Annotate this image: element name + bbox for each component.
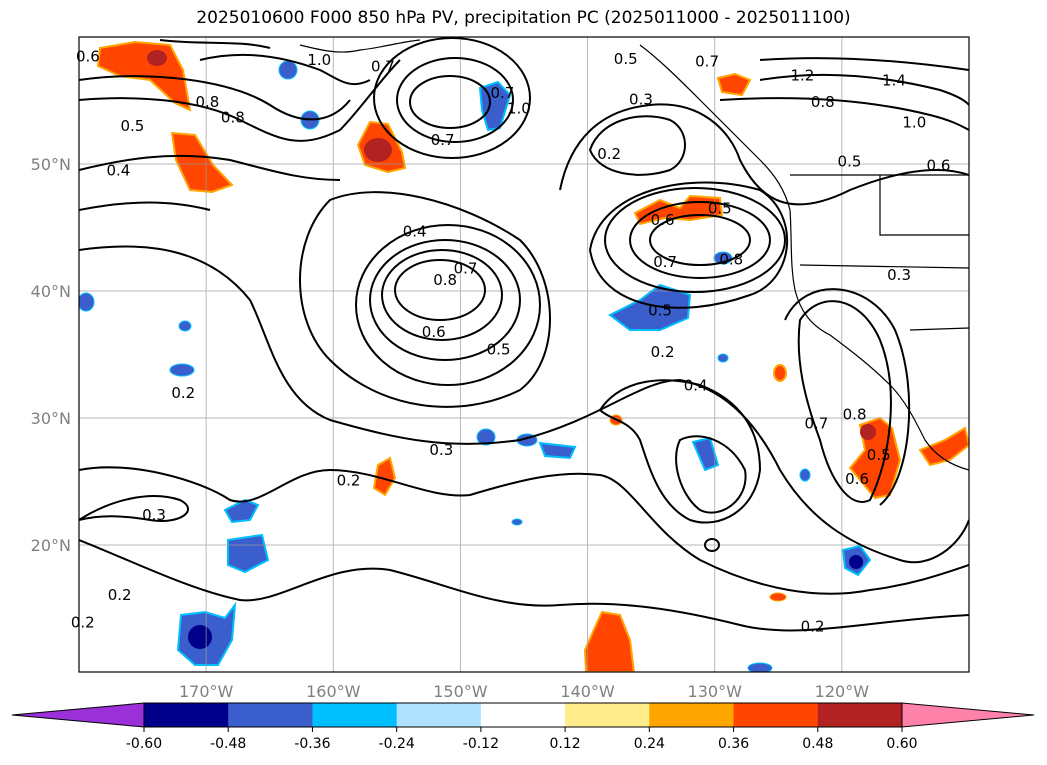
lat-tick-label: 50°N (31, 155, 71, 174)
contour-label: 1.0 (902, 113, 926, 131)
contour-label: 0.6 (927, 157, 951, 175)
coastline (299, 39, 969, 471)
contour-label: 0.7 (431, 131, 455, 149)
map-title: 2025010600 F000 850 hPa PV, precipitatio… (196, 8, 851, 28)
colorbar-segment (649, 703, 735, 727)
contour-label: 0.5 (867, 446, 891, 464)
contour-label: 0.5 (838, 153, 862, 171)
contour-label: 0.6 (76, 47, 100, 65)
contour-label: 0.2 (108, 586, 132, 604)
lat-tick-label: 40°N (31, 282, 71, 301)
colorbar-tick-label: -0.36 (294, 736, 330, 752)
colorbar-tick-label: 0.60 (886, 736, 917, 752)
lat-tick-label: 30°N (31, 409, 71, 428)
contour-labels: 0.6 1.0 0.70.80.80.50.40.71.00.70.5 0.70.30… (71, 47, 951, 635)
contour-label: 0.8 (195, 93, 219, 111)
contour-label: 0.3 (142, 506, 166, 524)
contour-label: 1.0 (507, 99, 531, 117)
colorbar-tick-label: 0.48 (802, 736, 833, 752)
colorbar-tick-label: -0.48 (210, 736, 246, 752)
colorbar-tick-label: -0.12 (463, 736, 499, 752)
contour-label: 1.4 (882, 71, 906, 89)
contour-label: 0.3 (629, 91, 653, 109)
colorbar-tick-label: -0.24 (379, 736, 415, 752)
colorbar-tick-label: -0.60 (126, 736, 162, 752)
contour-label: 0.5 (708, 200, 732, 218)
precipitation-colorbar: -0.60 -0.48 -0.36 -0.24 -0.12 0.12 0.24 0.36 0.4… (11, 702, 1035, 752)
contour-label: 0.6 (422, 323, 446, 341)
colorbar-segment (480, 703, 566, 727)
contour-label: 0.5 (614, 50, 638, 68)
contour-label: 0.2 (337, 472, 361, 490)
colorbar-segment (312, 703, 398, 727)
colorbar-segment (228, 703, 313, 727)
contour-label: 0.7 (695, 52, 719, 70)
colorbar-frame (143, 702, 903, 728)
colorbar-extend-low (11, 702, 145, 728)
contour-label: 1.0 (307, 51, 331, 69)
contour-label: 0.8 (221, 108, 245, 126)
lon-tick-label: 170°W (179, 682, 234, 701)
contour-label: 0.2 (71, 614, 95, 632)
lon-tick-label: 120°W (815, 682, 870, 701)
contour-label: 0.7 (454, 259, 478, 277)
contour-label: 0.3 (887, 266, 911, 284)
colorbar-tick-label: 0.12 (550, 736, 581, 752)
contour-label: 0.4 (684, 376, 708, 394)
contour-label: 0.3 (429, 441, 453, 459)
colorbar-segment (817, 703, 903, 727)
colorbar-segment (144, 703, 229, 727)
lon-tick-label: 150°W (433, 682, 488, 701)
contour-label: 0.7 (804, 414, 828, 432)
contour-label: 0.5 (648, 301, 672, 319)
contour-label: 1.2 (791, 66, 815, 84)
contour-label: 0.5 (487, 341, 511, 359)
contour-label: 0.8 (843, 405, 867, 423)
contour-label: 0.8 (433, 271, 457, 289)
contour-label: 0.2 (171, 384, 195, 402)
pv-contours (79, 37, 969, 632)
contour-label: 0.7 (653, 253, 677, 271)
contour-label: 0.4 (403, 223, 427, 241)
colorbar-tick-label: 0.24 (634, 736, 665, 752)
lat-tick-label: 20°N (31, 536, 71, 555)
colorbar-segment (733, 703, 819, 727)
contour-label: 0.6 (651, 211, 675, 229)
lon-tick-label: 140°W (560, 682, 615, 701)
contour-label: 0.7 (490, 84, 514, 102)
latitude-labels: 20°N 30°N 40°N 50°N (31, 155, 71, 555)
colorbar-extend-high (901, 702, 1035, 728)
map-frame (78, 36, 970, 673)
contour-label: 0.7 (371, 57, 395, 75)
contour-label: 0.4 (106, 162, 130, 180)
lon-tick-label: 160°W (306, 682, 361, 701)
contour-label: 0.2 (801, 618, 825, 636)
colorbar-tick-label: 0.36 (718, 736, 749, 752)
colorbar-segment (396, 703, 482, 727)
map-gridlines (79, 37, 969, 672)
contour-label: 0.8 (811, 93, 835, 111)
contour-label: 0.5 (120, 117, 144, 135)
colorbar-segment (565, 703, 650, 727)
contour-label: 0.2 (651, 343, 675, 361)
precipitation-shading (79, 40, 969, 672)
contour-label: 0.6 (845, 470, 869, 488)
contour-label: 0.8 (719, 251, 743, 269)
lon-tick-label: 130°W (688, 682, 743, 701)
longitude-labels: 170°W 160°W 150°W 140°W 130°W 120°W (179, 682, 869, 701)
contour-label: 0.2 (597, 145, 621, 163)
